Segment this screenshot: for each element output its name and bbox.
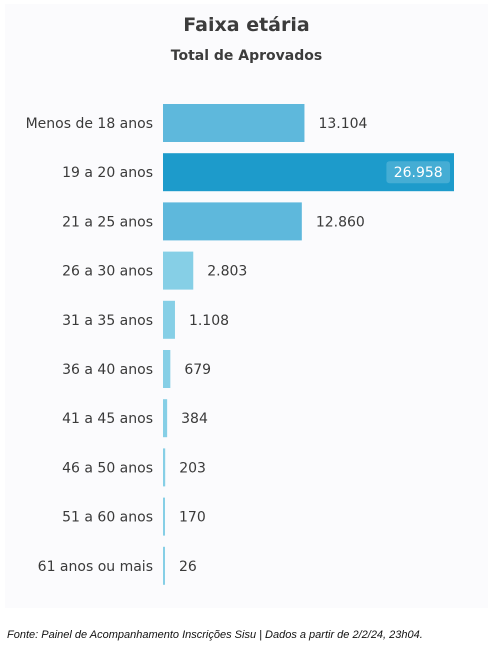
value-label-51-a-60-anos: 170 (179, 510, 206, 526)
value-label-menos-de-18-anos: 13.104 (318, 116, 367, 132)
chart-subtitle: Total de Aprovados (170, 48, 323, 64)
value-label-61-anos-ou-mais: 26 (179, 559, 197, 575)
value-label-36-a-40-anos: 679 (184, 362, 211, 378)
bar-36-a-40-anos[interactable] (163, 350, 171, 388)
bar-26-a-30-anos[interactable] (163, 251, 194, 290)
value-label-46-a-50-anos: 203 (179, 460, 206, 476)
category-label-26-a-30-anos: 26 a 30 anos (62, 264, 153, 280)
value-label-26-a-30-anos: 2.803 (207, 264, 247, 280)
bar-41-a-45-anos[interactable] (163, 399, 168, 438)
category-label-41-a-45-anos: 41 a 45 anos (62, 411, 153, 427)
chart-panel: Faixa etária Total de Aprovados Menos de… (5, 4, 488, 608)
category-label-menos-de-18-anos: Menos de 18 anos (26, 116, 153, 132)
source-note: Fonte: Painel de Acompanhamento Inscriçõ… (7, 629, 423, 641)
category-label-19-a-20-anos: 19 a 20 anos (62, 165, 153, 181)
value-label-background (386, 161, 450, 184)
category-label-36-a-40-anos: 36 a 40 anos (62, 362, 153, 378)
category-label-51-a-60-anos: 51 a 60 anos (62, 510, 153, 526)
value-label-21-a-25-anos: 12.860 (316, 214, 365, 230)
category-label-61-anos-ou-mais: 61 anos ou mais (38, 559, 153, 575)
chart-title: Faixa etária (183, 14, 310, 36)
category-label-46-a-50-anos: 46 a 50 anos (62, 460, 153, 476)
bar-chart: Menos de 18 anos 13.104 19 a 20 anos 26.958… (26, 104, 454, 585)
value-label-19-a-20-anos: 26.958 (394, 165, 443, 181)
bar-61-anos-ou-mais[interactable] (163, 546, 165, 585)
category-label-31-a-35-anos: 31 a 35 anos (62, 313, 153, 329)
value-label-41-a-45-anos: 384 (181, 411, 208, 427)
bar-19-a-20-anos[interactable] (163, 153, 454, 192)
bar-31-a-35-anos[interactable] (163, 300, 175, 339)
bar-menos-de-18-anos[interactable] (163, 104, 305, 142)
bar-46-a-50-anos[interactable] (163, 448, 166, 487)
bar-51-a-60-anos[interactable] (163, 497, 165, 536)
bar-21-a-25-anos[interactable] (163, 202, 302, 241)
category-label-21-a-25-anos: 21 a 25 anos (62, 214, 153, 230)
value-label-31-a-35-anos: 1.108 (189, 313, 229, 329)
